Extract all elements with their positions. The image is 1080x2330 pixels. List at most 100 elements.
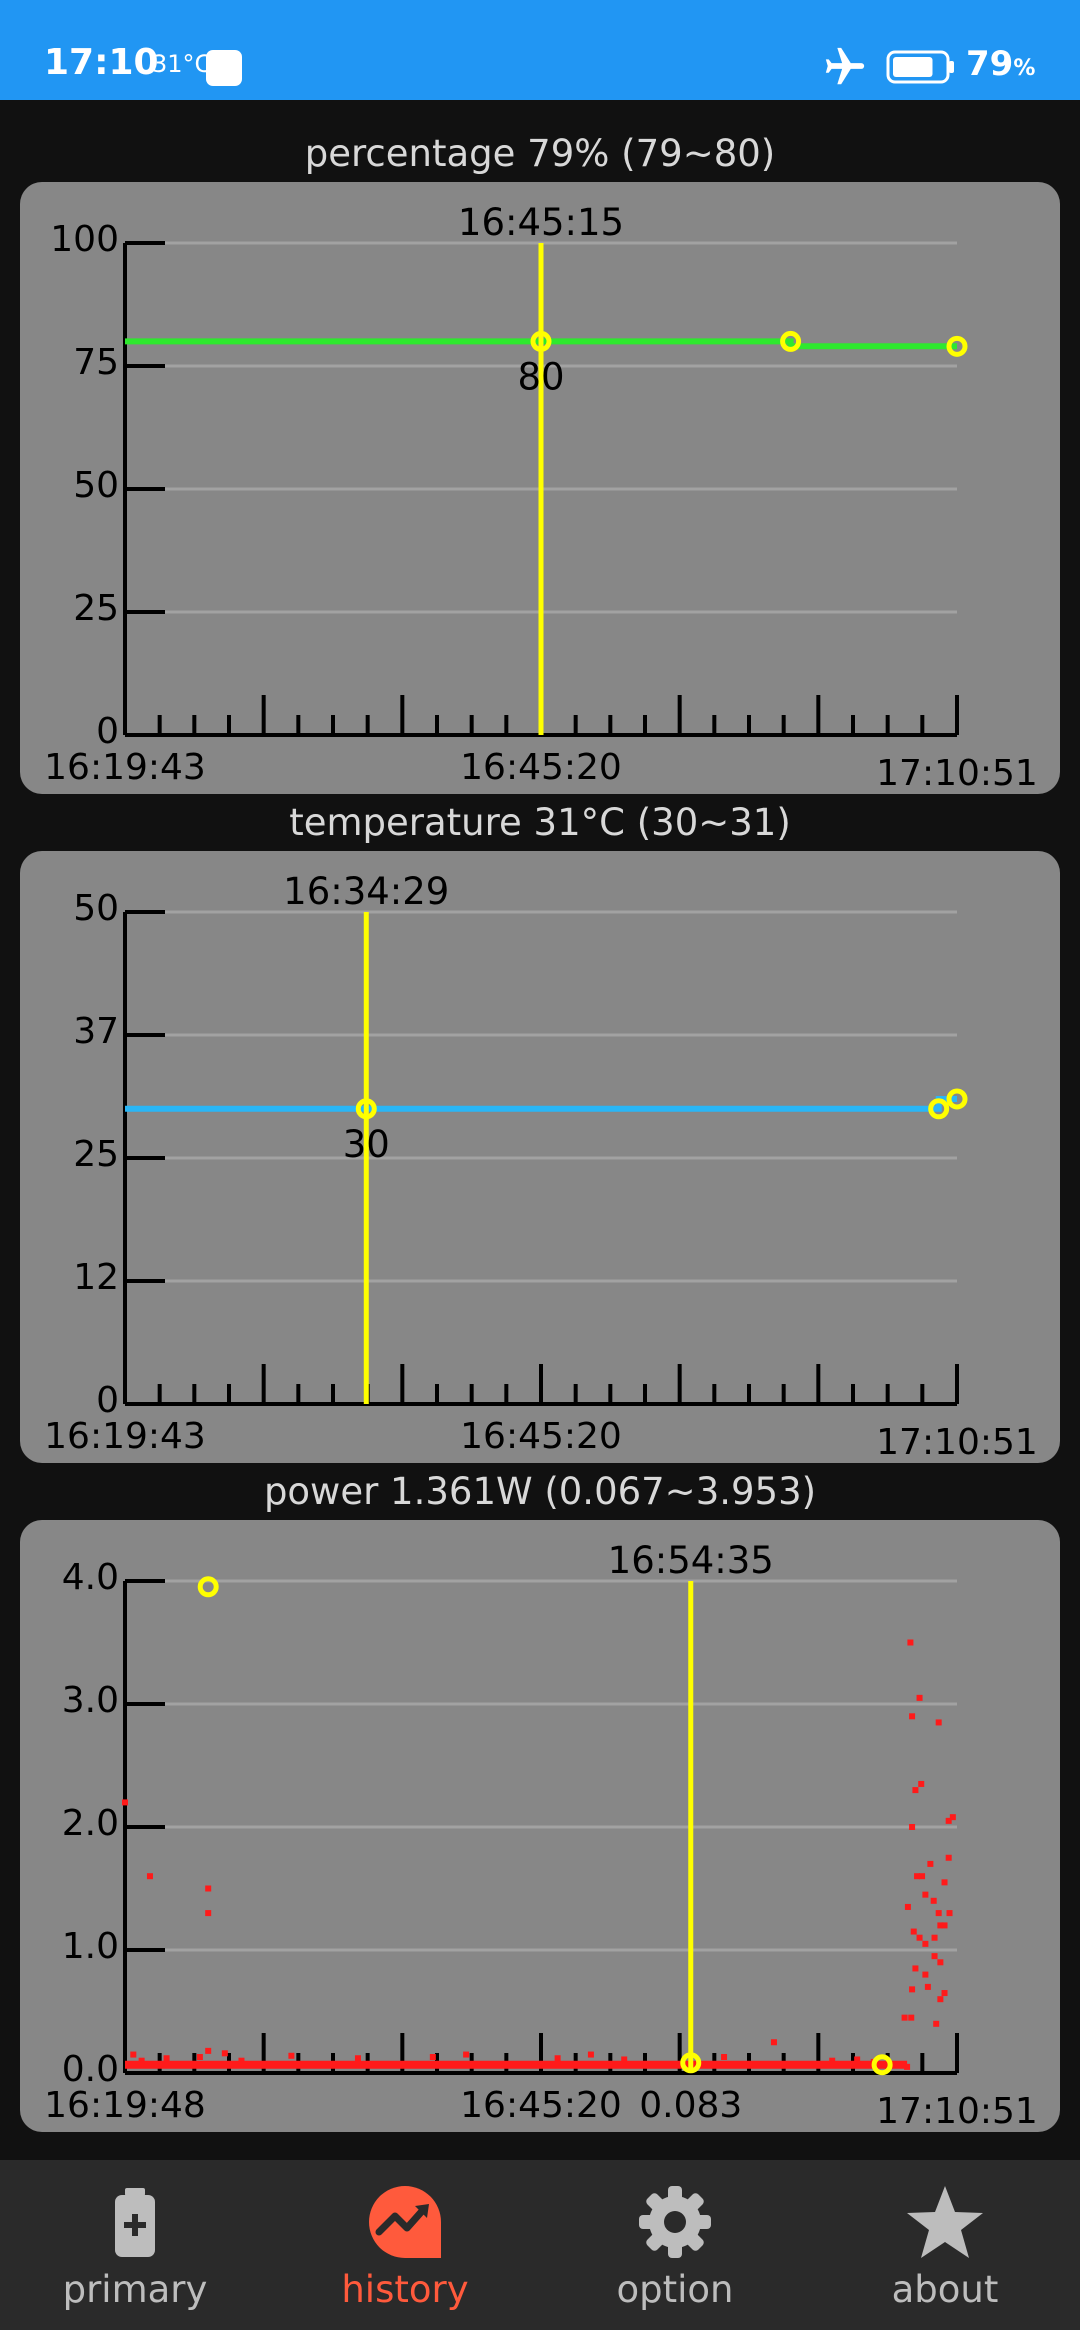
data-point [931,1934,938,1941]
y-tick-label: 3.0 [62,1680,119,1721]
marker-circle [871,2054,893,2076]
data-point [918,1780,925,1787]
temperature-chart-panel[interactable]: 50 37 25 12 0 16:19:43 16:45:20 17:10:51 16:34:2… [20,851,1060,1463]
data-point [901,2014,908,2021]
series-line [125,338,957,350]
power-chart-panel[interactable]: 4.0 3.0 2.0 1.0 0.0 16:19:48 16:45:20 17:10:51 1… [20,1520,1060,2132]
data-point [288,2052,295,2059]
x-tick-label: 17:10:51 [876,2091,1038,2132]
gear-icon [639,2186,711,2258]
data-point [949,1814,956,1821]
data-point [205,1910,212,1917]
y-tick-label: 50 [73,888,119,929]
data-point [935,1719,942,1726]
y-tick-label: 4.0 [62,1557,119,1598]
x-tick-label: 17:10:51 [876,753,1038,794]
status-time: 17:10 [44,42,159,83]
data-point [941,1879,948,1886]
data-point [941,1922,948,1929]
trend-chart-icon [369,2186,441,2258]
data-point [463,2051,470,2058]
data-point [941,1990,948,1997]
x-tick-label: 16:19:43 [44,1416,206,1457]
nav-primary-label: primary [62,2268,208,2311]
series-line [125,1096,957,1112]
y-tick-label: 1.0 [62,1926,119,1967]
nav-about-label: about [891,2268,999,2311]
bottom-navigation: primary history option about [0,2160,1080,2330]
y-tick-label: 12 [73,1257,119,1298]
data-point [922,1891,929,1898]
y-tick-label: 25 [73,588,119,629]
data-point [937,1959,944,1966]
data-point [910,1928,917,1935]
data-point [927,1860,934,1867]
status-battery-percent: 79% [966,44,1036,84]
data-point [931,1953,938,1960]
data-point [937,1922,944,1929]
data-point [429,2054,436,2061]
marker-circle [530,330,552,352]
data-point [935,1910,942,1917]
marker-circle [928,1098,950,1120]
nav-about[interactable]: about [810,2160,1080,2330]
battery-icon [115,2188,155,2257]
data-point [205,1885,212,1892]
data-point [945,1854,952,1861]
data-point [924,1983,931,1990]
data-point [933,2020,940,2027]
y-tick-label: 25 [73,1134,119,1175]
data-point [945,1817,952,1824]
percentage-chart-panel[interactable]: 100 75 50 25 0 16:19:43 16:45:20 17:10:51 16:45:… [20,182,1060,794]
cursor-value-label: 30 [343,1123,390,1166]
data-point [221,2050,228,2057]
star-icon [907,2186,983,2258]
marker-circle [680,2052,702,2074]
temperature-chart-title: temperature 31°C (30~31) [289,801,791,844]
data-point [829,2057,836,2064]
y-tick-label: 0.0 [62,2049,119,2090]
data-point [721,2054,728,2061]
data-point [138,2057,145,2064]
marker-circle [946,1088,968,1110]
data-point [196,2054,203,2061]
status-temperature: 31°C [152,50,212,78]
data-point [937,1996,944,2003]
battery-icon [886,50,954,84]
cursor-time-label: 16:54:35 [608,1539,774,1582]
nav-option[interactable]: option [540,2160,810,2330]
power-chart[interactable]: 4.0 3.0 2.0 1.0 0.016:19:48 16:45:20 17:10:51 1… [20,1520,1060,2132]
y-tick-label: 0 [96,711,119,752]
data-point [912,1965,919,1972]
data-point [163,2055,170,2062]
x-tick-label: 16:45:20 [460,2085,622,2126]
x-tick-label: 16:19:48 [44,2085,206,2126]
marker-circle [197,1576,219,1598]
marker-circle [780,330,802,352]
nav-primary[interactable]: primary [0,2160,270,2330]
data-point [922,1940,929,1947]
data-point [946,1910,953,1917]
data-point [554,2055,561,2062]
data-point [854,2056,861,2063]
y-tick-label: 0 [96,1380,119,1421]
power-chart-title: power 1.361W (0.067~3.953) [263,1470,817,1513]
y-tick-label: 50 [73,465,119,506]
nav-history[interactable]: history [270,2160,540,2330]
data-point [908,2014,915,2021]
temperature-chart[interactable]: 50 37 25 12 016:19:43 16:45:20 17:10:51 16:34:2… [20,851,1060,1463]
cursor-time-label: 16:34:29 [283,870,449,913]
data-point [909,1986,916,1993]
x-tick-label: 16:19:43 [44,747,206,788]
percentage-chart-title: percentage 79% (79~80) [304,132,776,175]
data-point [916,1694,923,1701]
data-point [621,2056,628,2063]
percentage-chart[interactable]: 100 75 50 25 016:19:43 16:45:20 17:10:51 16:45:… [20,182,1060,794]
data-point [909,1824,916,1830]
notification-icon [206,50,242,86]
data-point [238,2057,245,2064]
y-tick-label: 100 [50,219,119,260]
cursor-value-label: 0.083 [639,2085,742,2126]
data-point [919,1873,926,1880]
data-point [130,2051,137,2058]
